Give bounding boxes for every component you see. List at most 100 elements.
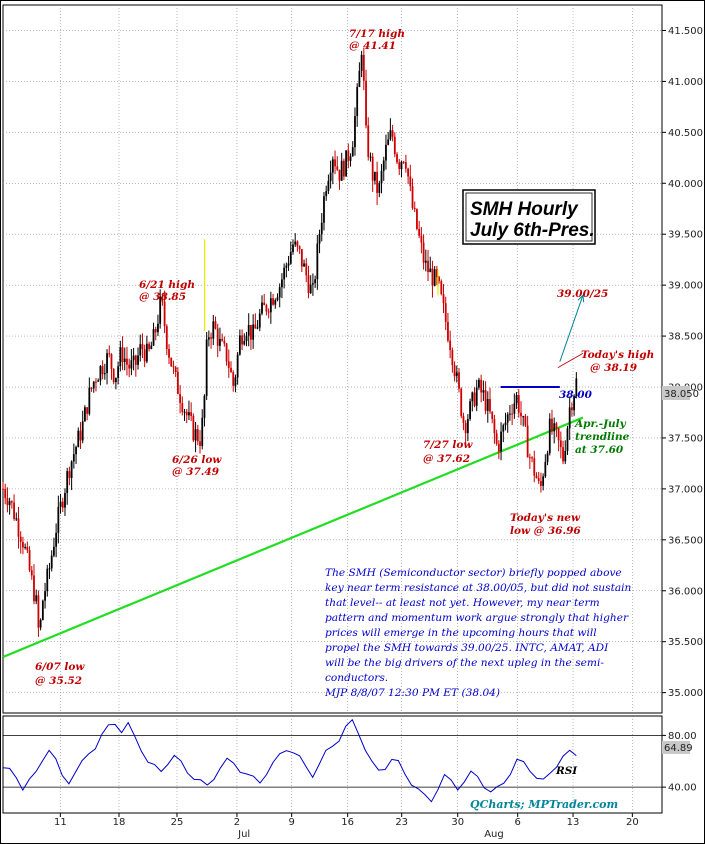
candle-body [152, 329, 155, 346]
note-line: propel the SMH towards 39.00/25. INTC, A… [325, 642, 609, 654]
candle-body [263, 302, 266, 306]
candle-body [559, 440, 562, 448]
candle-body [400, 161, 403, 170]
candle-body [327, 180, 330, 192]
candle-body [557, 428, 560, 441]
candle-body [181, 402, 184, 413]
candle-body [309, 284, 312, 294]
candle-body [159, 296, 162, 324]
candle-body [393, 136, 396, 155]
candle-body [292, 244, 294, 253]
candle-body [469, 401, 471, 420]
candle-body [143, 349, 146, 362]
candle-body [59, 501, 62, 507]
candle-body [504, 422, 507, 426]
candle-body [176, 371, 179, 394]
candle-body [323, 196, 325, 223]
candle-body [385, 144, 387, 161]
resistance-label: 38.00 [559, 389, 593, 401]
candle-body [254, 324, 257, 329]
candle-body [524, 416, 527, 426]
candle-body [272, 298, 274, 305]
candle-body [462, 416, 465, 423]
candle-body [110, 354, 113, 369]
candle-body [214, 321, 217, 329]
candle-body [285, 265, 288, 268]
candle-body [334, 159, 336, 167]
candle-body [460, 388, 463, 417]
candle-body [92, 381, 95, 389]
candle-body [77, 430, 80, 448]
candle-body [114, 377, 117, 383]
price-tick-label: 39.000 [668, 281, 703, 292]
note-line: The SMH (Semiconductor sector) briefly p… [325, 567, 622, 579]
candle-body [500, 431, 502, 452]
candle-body [81, 421, 84, 441]
last-price-label: 38.050 [664, 389, 699, 400]
candle-body [515, 395, 518, 404]
candle-body [212, 321, 215, 339]
candle-body [57, 506, 60, 533]
candle-body [17, 518, 20, 537]
candle-body [70, 461, 73, 478]
candle-body [139, 344, 142, 356]
candle-body [320, 222, 323, 235]
candle-body [46, 568, 49, 592]
candle-body [265, 305, 268, 312]
candle-body [75, 447, 77, 455]
candle-body [380, 170, 383, 184]
candle-body [294, 241, 297, 245]
candle-body [371, 156, 374, 181]
candle-body [387, 139, 390, 145]
candle-body [41, 600, 44, 620]
candle-body [289, 252, 292, 264]
candle-body [128, 364, 131, 369]
candle-body [342, 160, 345, 177]
candle-body [398, 162, 401, 170]
candle-body [493, 419, 496, 434]
candle-body [356, 86, 359, 117]
price-tick-label: 37.000 [668, 484, 703, 495]
candle-body [123, 358, 126, 362]
candle-body [30, 570, 33, 576]
candle-body [491, 411, 494, 420]
note-line: prices will emerge in the upcoming hours… [325, 627, 597, 639]
price-tick-label: 41.500 [668, 26, 703, 37]
price-tick-label: 40.000 [668, 179, 703, 190]
annotation-today-low-2: low @ 36.96 [510, 525, 581, 537]
candle-body [53, 546, 55, 556]
x-tick-label: 23 [395, 817, 408, 828]
annotation-717-high-2: @ 41.41 [349, 40, 396, 52]
candle-body [442, 293, 445, 304]
candle-body [256, 327, 259, 329]
candle-body [458, 372, 460, 389]
rsi-tick-label: 80.00 [668, 731, 697, 742]
annotation-727-low-1: 7/27 low [423, 439, 473, 451]
price-candles [2, 47, 578, 637]
annotation-trendline-2: trendline [575, 431, 630, 443]
candle-body [221, 338, 224, 341]
price-tick-label: 35.000 [668, 688, 703, 699]
candle-body [10, 501, 13, 503]
candle-body [447, 321, 449, 341]
candle-body [230, 367, 232, 373]
candle-body [480, 379, 483, 393]
candle-body [267, 311, 270, 313]
annotation-621-high-2: @ 38.85 [139, 291, 186, 303]
candle-body [165, 326, 168, 350]
candle-body [216, 328, 219, 346]
note-line: key near term resistance at 38.00/05, bu… [325, 582, 632, 594]
candle-body [331, 159, 334, 173]
candle-body [150, 345, 153, 350]
candle-body [203, 395, 206, 418]
candle-body [298, 246, 301, 250]
candle-body [482, 390, 485, 393]
candle-body [274, 300, 277, 305]
candle-body [39, 619, 42, 628]
candle-body [161, 296, 164, 302]
candle-body [26, 546, 29, 551]
candle-body [568, 407, 571, 429]
candle-body [223, 340, 226, 344]
candle-body [535, 475, 538, 479]
